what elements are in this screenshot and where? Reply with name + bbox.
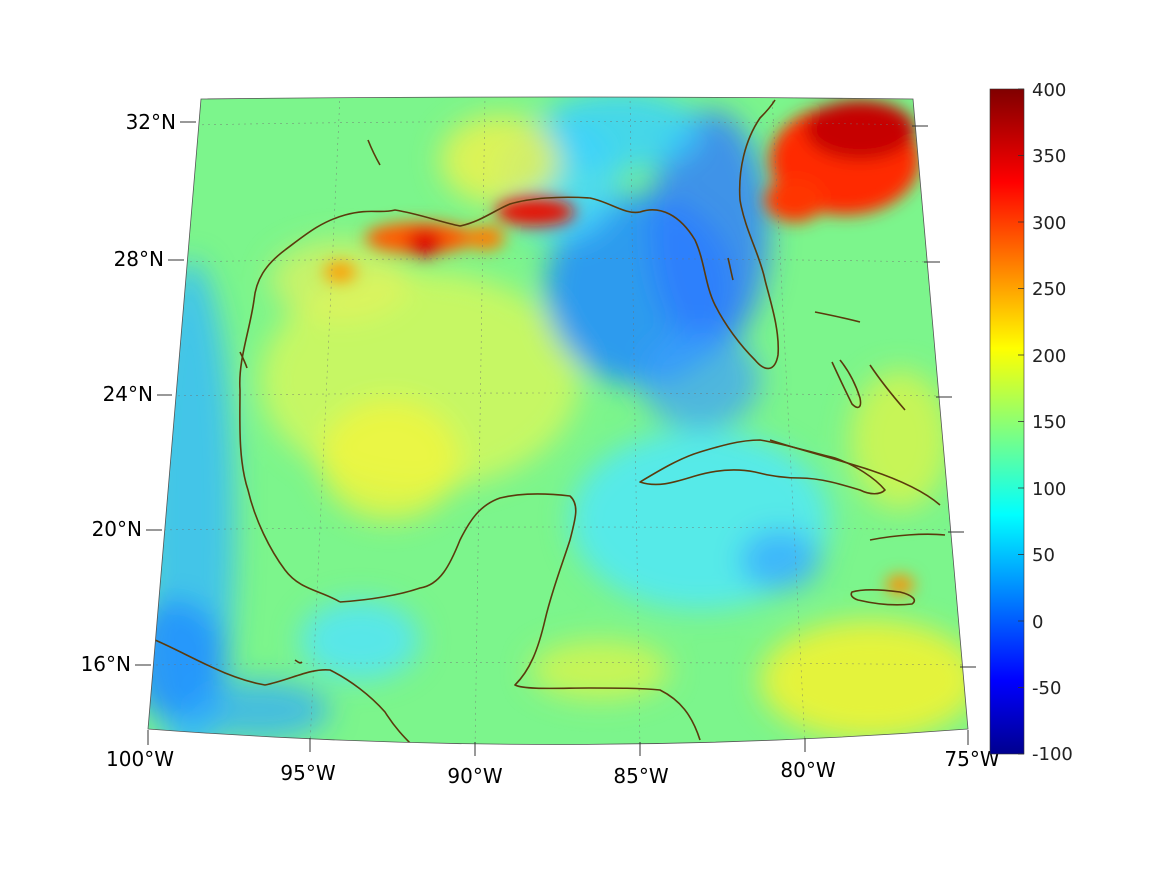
colorbar-tick-label: -50: [1032, 678, 1061, 699]
lon-label: 95°W: [280, 761, 335, 785]
coastlines: [154, 99, 946, 745]
axis-tick-marks: [135, 121, 976, 756]
colorbar-tick-label: 200: [1032, 346, 1066, 367]
colorbar-tick-label: 350: [1032, 146, 1066, 167]
colorbar-tick-label: 0: [1032, 612, 1043, 633]
colorbar-tick-label: 50: [1032, 545, 1055, 566]
colorbar-tick-label: -100: [1032, 744, 1073, 765]
longitude-labels: 100°W 95°W 90°W 85°W 80°W 75°W: [106, 747, 1000, 788]
colorbar: 400 350 300 250 200 150 100 50 0 -50 -10…: [989, 80, 1073, 765]
lon-label: 85°W: [613, 764, 668, 788]
map-frame: [147, 96, 969, 745]
lat-label: 24°N: [103, 382, 153, 406]
colorbar-tick-label: 400: [1032, 80, 1066, 101]
colorbar-tick-label: 300: [1032, 213, 1066, 234]
lat-label: 16°N: [81, 652, 131, 676]
data-field: [148, 97, 968, 745]
lon-label: 80°W: [780, 758, 835, 782]
colorbar-tick-label: 150: [1032, 412, 1066, 433]
colorbar-tick-label: 100: [1032, 479, 1066, 500]
latitude-labels: 32°N 28°N 24°N 20°N 16°N: [81, 110, 176, 676]
colorbar-ticks: [1018, 88, 1024, 755]
lon-label: 100°W: [106, 747, 174, 771]
lat-label: 32°N: [126, 110, 176, 134]
lon-label: 90°W: [447, 764, 502, 788]
lat-label: 20°N: [92, 517, 142, 541]
graticule: [149, 97, 966, 745]
lat-label: 28°N: [114, 247, 164, 271]
colorbar-tick-label: 250: [1032, 279, 1066, 300]
